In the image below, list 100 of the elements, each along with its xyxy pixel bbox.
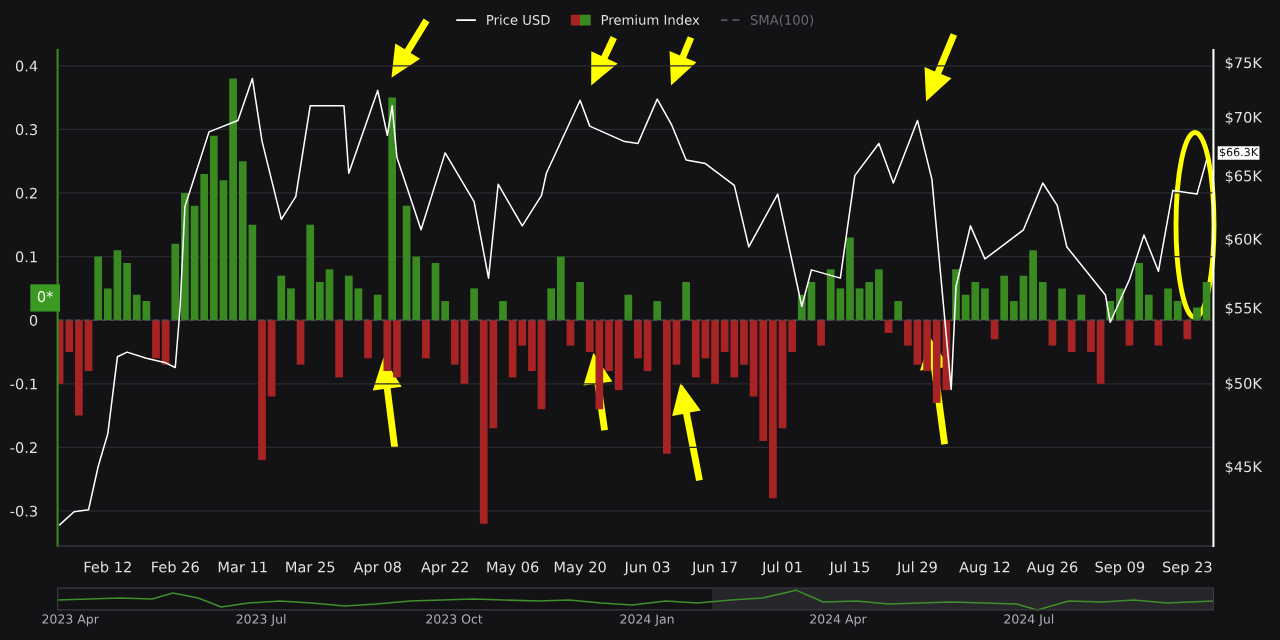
bar <box>277 275 286 321</box>
bar <box>113 250 122 321</box>
bar <box>846 237 854 321</box>
bar <box>894 301 903 321</box>
bar <box>1202 282 1211 321</box>
bar <box>1058 288 1066 321</box>
bar <box>672 320 681 365</box>
bar <box>528 320 536 372</box>
x-tick-label: May 20 <box>554 561 606 576</box>
bar <box>566 320 575 346</box>
bar <box>691 320 700 378</box>
bar <box>258 320 266 461</box>
bar <box>634 320 642 359</box>
bar <box>518 320 527 346</box>
bar <box>508 320 517 378</box>
x-tick-label: 2024 Jan <box>620 614 674 627</box>
bar <box>422 320 430 359</box>
bar <box>1183 320 1192 340</box>
y-tick-label: 0.4 <box>15 60 38 72</box>
bar <box>460 320 469 384</box>
x-tick-label: Aug 12 <box>959 561 1010 576</box>
y2-tick-label: $65K <box>1225 170 1263 184</box>
bar <box>296 320 305 365</box>
legend-label: Price USD <box>487 14 550 25</box>
x-tick-label: Feb 26 <box>152 561 199 573</box>
x-tick-label: 2024 Jul <box>1004 614 1054 627</box>
x-tick-label: Jun 03 <box>623 561 670 576</box>
bar <box>373 294 382 321</box>
y-tick-label: -0.3 <box>10 505 37 517</box>
x-tick-label: 2023 Oct <box>426 614 483 624</box>
bar <box>219 180 228 321</box>
bar <box>65 320 74 352</box>
bar <box>778 320 787 429</box>
bar <box>624 294 633 321</box>
bar <box>1067 320 1076 352</box>
bar <box>614 320 623 391</box>
bar <box>364 320 372 359</box>
bar <box>1009 301 1018 321</box>
bar <box>441 301 450 321</box>
legend-label: SMA(100) <box>750 14 814 27</box>
bar <box>287 288 295 321</box>
x-tick-label: Apr 22 <box>421 561 468 576</box>
bar <box>306 224 315 321</box>
x-tick-label: Jul 29 <box>896 561 937 576</box>
bar <box>499 301 507 321</box>
bar <box>605 320 613 372</box>
bar <box>537 320 546 410</box>
y-tick-label: 0.2 <box>15 187 37 199</box>
y2-tick-label: $60K <box>1225 233 1263 247</box>
line-series <box>58 77 1208 526</box>
bar <box>556 256 565 321</box>
bar <box>643 320 652 372</box>
bar <box>94 256 103 321</box>
bar <box>388 97 396 321</box>
y2-tick-label: $50K <box>1225 377 1263 391</box>
bar <box>855 288 864 321</box>
bar <box>662 320 671 454</box>
bar <box>142 301 151 321</box>
y-tick-label: -0.1 <box>10 378 37 390</box>
bar <box>267 320 276 397</box>
bar <box>354 288 363 321</box>
x-tick-label: Apr 08 <box>353 561 401 576</box>
bar <box>576 282 584 321</box>
x-tick-label: 2024 Apr <box>810 614 867 627</box>
bar <box>682 282 690 321</box>
bar <box>769 320 777 499</box>
bar <box>1038 282 1047 321</box>
bar <box>335 320 343 378</box>
y-tick-label: 0.3 <box>15 124 37 136</box>
bar <box>75 320 83 416</box>
bar <box>344 275 353 321</box>
bar <box>817 320 825 346</box>
text: $66.3K <box>1219 147 1259 158</box>
bar <box>981 288 989 321</box>
bar <box>1048 320 1057 346</box>
y2-tick-label: $75K <box>1225 56 1263 71</box>
bar <box>123 262 131 321</box>
x-tick-label: Jun 17 <box>691 561 737 576</box>
bar <box>1096 320 1105 384</box>
bar <box>585 320 594 352</box>
bar <box>865 282 874 321</box>
bar <box>1000 275 1009 321</box>
y2-tick-label: $70K <box>1225 111 1263 125</box>
bar <box>431 262 440 321</box>
bar <box>248 224 257 321</box>
x-tick-label: Mar 11 <box>218 561 267 573</box>
bar <box>171 243 180 321</box>
bar <box>1164 288 1172 321</box>
bar <box>653 301 662 321</box>
y2-tick-label: $45K <box>1225 460 1263 475</box>
bar <box>1077 294 1086 321</box>
bar <box>749 320 758 397</box>
bar <box>84 320 93 372</box>
bar <box>412 256 421 321</box>
bar <box>1144 294 1153 321</box>
bar <box>740 320 748 365</box>
bar <box>470 288 478 321</box>
bar <box>788 320 796 352</box>
x-tick-label: May 06 <box>487 561 539 576</box>
bar <box>807 282 816 321</box>
